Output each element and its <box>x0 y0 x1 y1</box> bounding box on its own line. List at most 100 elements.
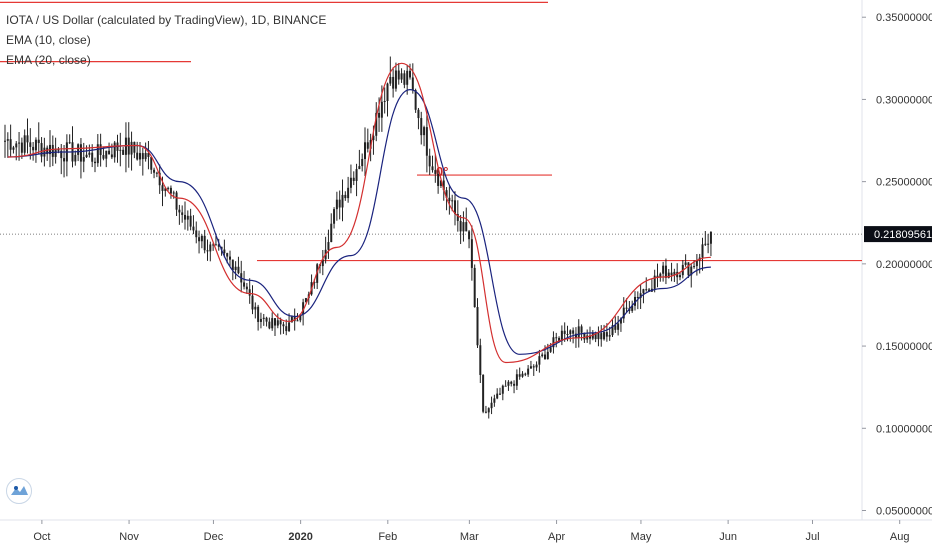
candle-body <box>321 259 324 267</box>
candle-body <box>445 190 448 198</box>
candle-body <box>679 275 681 278</box>
candle-body <box>276 320 279 326</box>
candle-body <box>707 243 710 245</box>
candle-body <box>431 166 434 171</box>
candle-body <box>20 142 23 153</box>
candle-body <box>400 73 403 80</box>
candle-body <box>563 330 566 334</box>
candle-body <box>690 266 693 276</box>
candle-body <box>34 139 37 151</box>
legend-ema-20[interactable]: EMA (20, close) <box>6 53 91 67</box>
candle-body <box>617 323 620 330</box>
candle-body <box>18 142 21 144</box>
candle-body <box>541 354 544 357</box>
candle-body <box>99 144 102 156</box>
candle-body <box>63 158 66 162</box>
y-tick-label: 0.10000000 <box>876 423 932 435</box>
candle-body <box>386 83 389 102</box>
candle-body <box>470 239 473 268</box>
candle-body <box>397 70 400 80</box>
candle-body <box>68 142 71 144</box>
candle-body <box>299 314 302 321</box>
candle-body <box>223 249 226 254</box>
candle-body <box>535 364 538 368</box>
candle-body <box>155 172 158 174</box>
x-tick-label: Mar <box>460 531 479 543</box>
candle-body <box>504 385 507 387</box>
candle-body <box>259 318 262 322</box>
candle-body <box>130 141 133 155</box>
candle-body <box>521 373 524 377</box>
candle-body <box>420 118 423 136</box>
candle-body <box>304 298 307 303</box>
candle-body <box>496 393 499 399</box>
candle-body <box>6 139 9 141</box>
candle-body <box>695 260 698 267</box>
candle-body <box>139 153 141 160</box>
candle-body <box>209 244 212 252</box>
candle-body <box>265 317 268 322</box>
candle-body <box>158 172 161 186</box>
candle-body <box>560 330 563 341</box>
candle-body <box>184 214 186 220</box>
candle-body <box>499 393 501 395</box>
candle-body <box>456 213 459 221</box>
candle-body <box>290 316 293 323</box>
candle-body <box>507 381 510 386</box>
candle-body <box>254 306 257 310</box>
y-tick-label: 0.25000000 <box>876 177 932 189</box>
candle-body <box>701 244 704 258</box>
candle-body <box>634 296 636 306</box>
candle-body <box>482 374 485 412</box>
candle-body <box>392 76 395 89</box>
candle-body <box>442 180 445 191</box>
candle-body <box>411 77 414 91</box>
candle-body <box>448 197 451 201</box>
candle-body <box>341 194 344 208</box>
candle-body <box>333 209 336 224</box>
candle-body <box>380 101 383 118</box>
current-price-badge <box>864 226 932 243</box>
candle-body <box>245 286 248 290</box>
candle-body <box>518 374 521 377</box>
candle-body <box>375 112 378 136</box>
candle-body <box>119 149 122 151</box>
chart-title: IOTA / US Dollar (calculated by TradingV… <box>6 13 327 27</box>
candle-body <box>684 262 687 265</box>
candle-body <box>532 366 535 368</box>
candle-body <box>251 295 254 310</box>
candle-body <box>257 306 260 322</box>
candle-body <box>493 398 496 403</box>
candle-body <box>704 243 707 245</box>
candle-body <box>406 70 409 85</box>
candle-body <box>372 135 375 141</box>
x-tick-label: Feb <box>378 531 397 543</box>
candle-body <box>172 192 175 194</box>
candle-body <box>77 144 80 155</box>
candle-body <box>74 154 77 162</box>
candle-body <box>527 368 530 375</box>
candle-body <box>279 320 282 325</box>
candle-body <box>414 90 417 110</box>
candle-body <box>212 244 215 246</box>
candle-body <box>501 385 504 394</box>
candle-body <box>302 302 305 315</box>
candle-body <box>589 335 591 339</box>
candle-body <box>175 192 178 210</box>
candle-body <box>423 127 426 136</box>
candle-body <box>4 140 6 142</box>
legend-ema-10[interactable]: EMA (10, close) <box>6 33 91 47</box>
tradingview-logo-icon[interactable] <box>6 478 32 504</box>
candle-body <box>513 383 516 386</box>
candle-body <box>454 200 456 214</box>
candle-body <box>234 266 237 271</box>
candle-body <box>510 381 513 384</box>
candle-body <box>349 177 352 188</box>
candle-body <box>361 158 364 167</box>
candle-body <box>293 316 296 322</box>
candle-body <box>546 351 549 360</box>
candle-body <box>43 147 46 157</box>
x-tick-label: 2020 <box>288 531 312 543</box>
